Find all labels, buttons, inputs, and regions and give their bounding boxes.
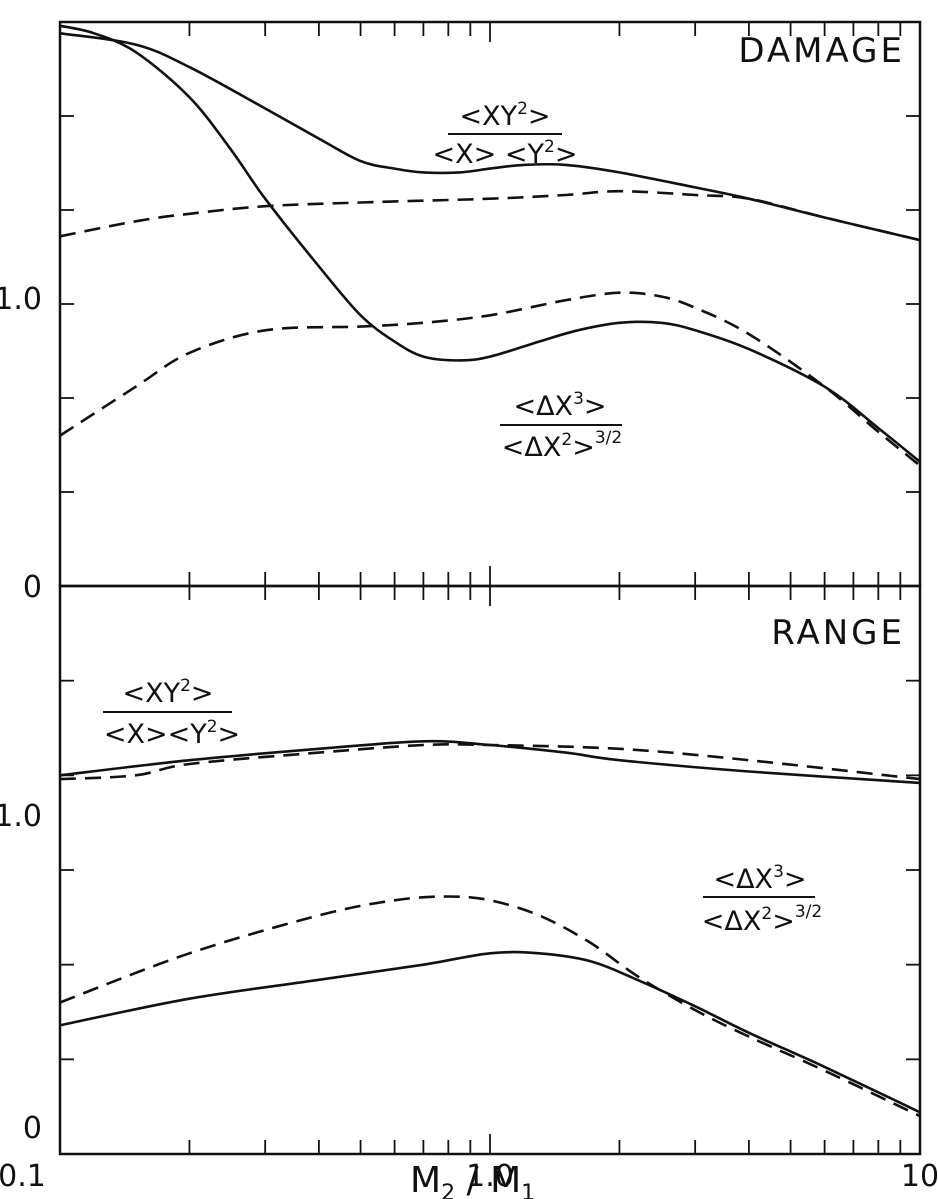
range-xy2-denominator: <X><Y2>	[104, 717, 240, 750]
x-tick-label-1: 1.0	[466, 1159, 514, 1194]
damage-y-tick-label-0: 0	[23, 570, 42, 605]
range-xy2-dashed-line	[59, 743, 921, 781]
damage-xy2-denominator: <X> <Y2>	[433, 137, 578, 170]
damage-xy2-numerator: <XY2>	[459, 99, 550, 132]
x-tick-label-0: 0.1	[0, 1159, 46, 1194]
range-dx3-denominator: <ΔX2>3/2	[702, 902, 822, 937]
damage-xy2-dashed-line	[59, 189, 921, 242]
damage-dx3-solid-line	[59, 24, 921, 463]
x-axis-label-m2: M	[410, 1160, 441, 1199]
range-dx3-dashed-line	[59, 895, 921, 1118]
range-series-lines	[59, 739, 921, 1118]
damage-dx3-annotation: <ΔX3> <ΔX2>3/2	[500, 389, 622, 463]
damage-dx3-denominator: <ΔX2>3/2	[502, 428, 622, 463]
range-y-tick-label-1: 1.0	[0, 799, 42, 834]
range-xy2-numerator: <XY2>	[122, 676, 213, 709]
range-dx3-numerator: <ΔX3>	[713, 862, 806, 895]
damage-xy2-annotation: <XY2> <X> <Y2>	[433, 99, 578, 170]
range-panel-title: RANGE	[771, 613, 905, 653]
tick-marks	[60, 22, 920, 1154]
x-axis-label: M2 / M1	[410, 1160, 535, 1199]
x-tick-label-2: 10	[901, 1159, 938, 1194]
x-axis-label-m2-sub: 2	[441, 1181, 455, 1199]
damage-dx3-dashed-line	[59, 291, 921, 467]
range-y-tick-label-0: 0	[23, 1111, 42, 1146]
damage-y-tick-label-1: 1.0	[0, 282, 42, 317]
range-dx3-solid-line	[59, 950, 921, 1114]
damage-xy2-solid-line	[59, 32, 921, 242]
damage-dx3-numerator: <ΔX3>	[513, 389, 606, 422]
x-axis-label-m1: M	[490, 1160, 521, 1199]
damage-panel-title: DAMAGE	[738, 31, 905, 71]
x-axis-label-m1-sub: 1	[521, 1181, 535, 1199]
range-xy2-annotation: <XY2> <X><Y2>	[103, 676, 240, 750]
x-axis-label-sep: /	[455, 1160, 490, 1199]
damage-series-lines	[59, 24, 921, 467]
range-dx3-annotation: <ΔX3> <ΔX2>3/2	[702, 862, 822, 937]
